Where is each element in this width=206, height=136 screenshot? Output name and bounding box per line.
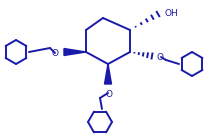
Polygon shape xyxy=(64,49,86,55)
Text: O: O xyxy=(105,90,112,99)
Text: OH: OH xyxy=(165,8,179,18)
Polygon shape xyxy=(104,64,111,84)
Text: O: O xyxy=(157,52,164,61)
Text: O: O xyxy=(52,49,59,58)
